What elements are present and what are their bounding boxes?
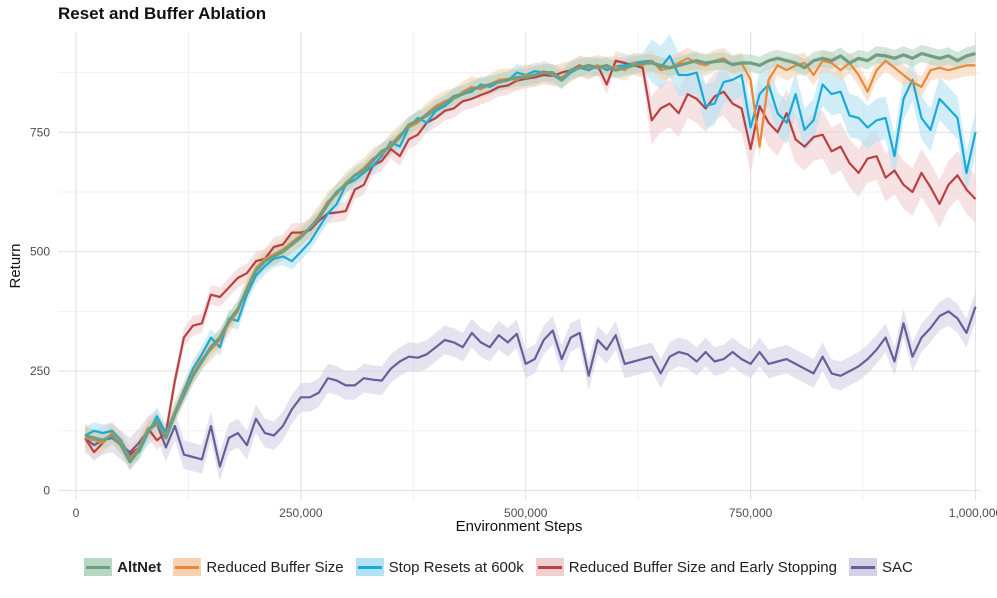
x-tick-label: 750,000 [729, 506, 773, 520]
line-stop-resets-at-600k [84, 54, 977, 459]
legend-label: Reduced Buffer Size [206, 558, 344, 576]
x-tick-label: 1,000,000 [949, 506, 997, 520]
legend-label: Stop Resets at 600k [388, 558, 524, 576]
y-tick-label: 250 [30, 364, 50, 378]
y-axis-title: Return [7, 243, 24, 288]
line-sac [84, 306, 977, 468]
x-tick-label: 250,000 [279, 506, 323, 520]
chart-title: Reset and Buffer Ablation [58, 4, 267, 23]
legend-label: AltNet [117, 558, 162, 576]
legend-label: SAC [881, 558, 913, 576]
legend-label: Reduced Buffer Size and Early Stopping [568, 558, 837, 576]
y-tick-label: 750 [30, 125, 50, 139]
legend-key [173, 558, 202, 576]
legend-key [535, 558, 564, 576]
y-tick-label: 0 [43, 483, 50, 497]
legend-item: Stop Resets at 600k [355, 558, 524, 576]
x-axis-ticks: 0 250,000 500,000 750,000 1,000,000 [73, 506, 997, 520]
legend-key [355, 558, 384, 576]
legend-item: SAC [848, 558, 913, 576]
line-reduced-buffer-size-and-early-stopping [84, 59, 977, 456]
legend-key [84, 558, 113, 576]
line-chart: 0 250,000 500,000 750,000 1,000,000 0 250 500 7… [7, 32, 997, 535]
legend-item: AltNet [84, 558, 161, 576]
y-axis-ticks: 0 250 500 750 [30, 125, 50, 497]
line-altnet [84, 51, 976, 464]
x-tick-label: 0 [73, 506, 80, 520]
legend-item: Reduced Buffer Size [173, 558, 344, 576]
confidence-bands [85, 34, 976, 481]
y-tick-label: 500 [30, 245, 50, 259]
band-sac [85, 292, 976, 481]
legend-key [848, 558, 877, 576]
band-reduced-buffer-size-and-early-stopping [85, 51, 976, 465]
x-axis-title: Environment Steps [456, 518, 583, 535]
series-lines [84, 51, 977, 468]
legend: AltNet Reduced Buffer Size Stop Resets at … [0, 558, 997, 576]
line-reduced-buffer-size [84, 57, 976, 461]
x-tick-label: 500,000 [504, 506, 548, 520]
band-altnet [85, 44, 976, 471]
legend-item: Reduced Buffer Size and Early Stopping [535, 558, 837, 576]
band-stop-resets-at-600k [85, 34, 976, 466]
